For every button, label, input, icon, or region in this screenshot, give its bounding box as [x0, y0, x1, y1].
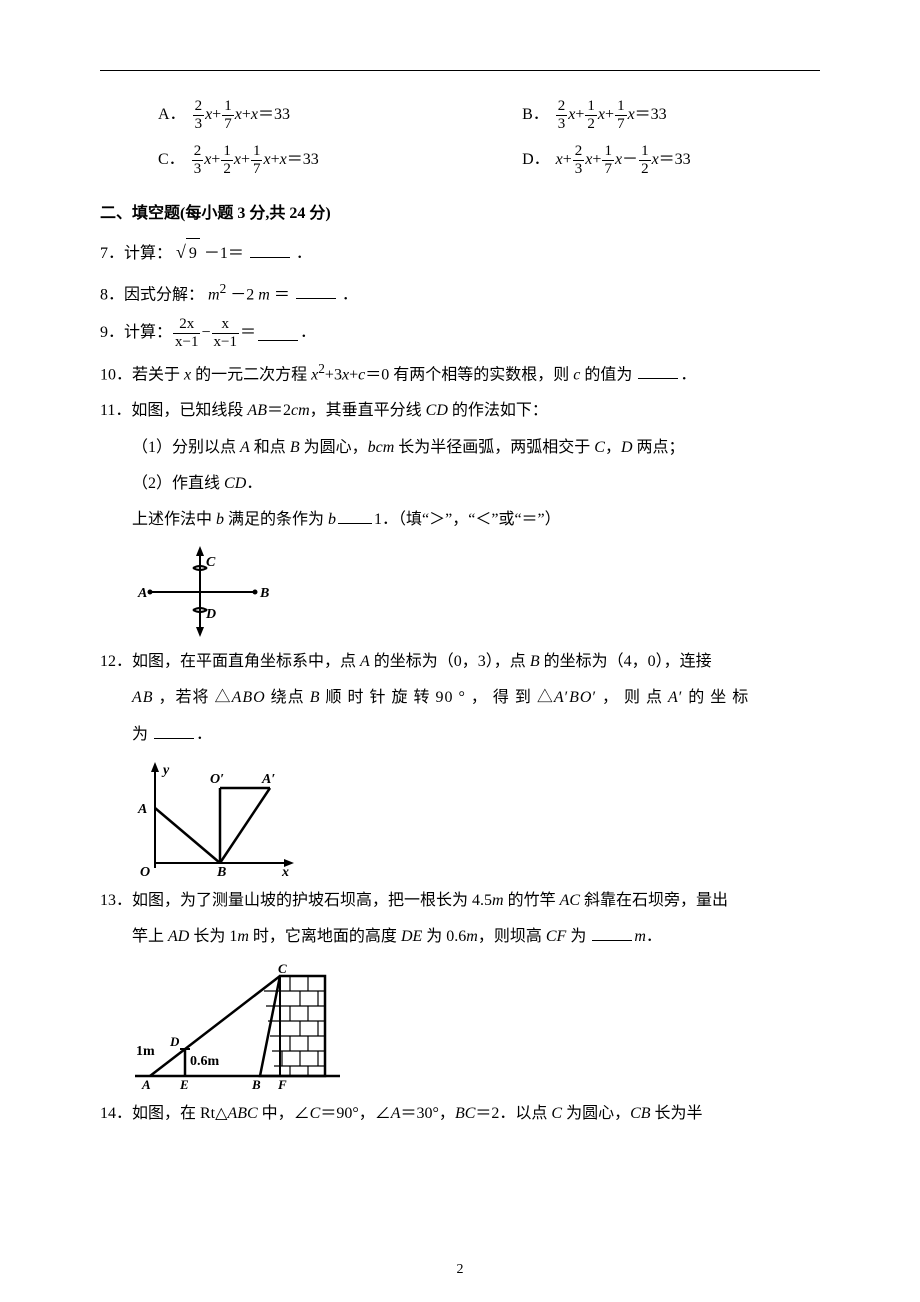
option-letter: B． — [522, 100, 549, 130]
svg-text:F: F — [277, 1077, 287, 1091]
option-letter: A． — [158, 100, 186, 130]
option-d: D． x+ 23 x+ 17 x－ 12 x＝33 — [522, 144, 820, 177]
question-11-step1: （1）分别以点 A 和点 B 为圆心，bcm 长为半径画弧，两弧相交于 C，D … — [100, 433, 820, 463]
svg-text:y: y — [161, 763, 170, 778]
figure-q13: 1m 0.6m A E D C B F — [130, 961, 820, 1091]
q9-label: 9．计算： — [100, 318, 172, 348]
svg-text:O: O — [140, 865, 150, 878]
svg-text:C: C — [206, 555, 216, 570]
question-11-line3: 上述作法中 b 满足的条作为 b1．（填“＞”，“＜”或“＝”） — [100, 505, 820, 535]
blank — [338, 509, 372, 524]
option-letter: D． — [522, 145, 550, 175]
figure-q12: y x O A B O′ A′ — [130, 758, 820, 878]
option-b: B． 23 x+ 12 x+ 17 x＝33 — [522, 99, 820, 132]
option-letter: C． — [158, 145, 185, 175]
blank — [250, 243, 290, 258]
svg-text:B: B — [251, 1077, 261, 1091]
question-13-line1: 13．如图，为了测量山坡的护坡石坝高，把一根长为 4.5m 的竹竿 AC 斜靠在… — [100, 886, 820, 916]
svg-text:O′: O′ — [210, 772, 224, 787]
svg-text:D: D — [205, 607, 216, 622]
question-9: 9．计算： 2xx−1 − xx−1 ＝ ． — [100, 317, 820, 350]
svg-text:D: D — [169, 1034, 180, 1049]
question-12-line3: 为 ． — [100, 720, 820, 750]
svg-text:A′: A′ — [261, 772, 275, 787]
page: A． 23 x+ 17 x+x＝33 B． 23 x+ 12 x+ 17 x＝3… — [0, 0, 920, 1302]
svg-text:A: A — [141, 1077, 151, 1091]
question-12-line2: AB ，若将 △ABO 绕点 B 顺 时 针 旋 转 90 ° ， 得 到 △A… — [100, 683, 820, 713]
question-13-line2: 竿上 AD 长为 1m 时，它离地面的高度 DE 为 0.6m，则坝高 CF 为… — [100, 922, 820, 952]
svg-text:0.6m: 0.6m — [190, 1054, 220, 1069]
svg-text:C: C — [278, 961, 287, 976]
q8-label: 8．因式分解： — [100, 286, 204, 303]
option-c: C． 23 x+ 12 x+ 17 x+x＝33 — [158, 144, 522, 177]
question-8: 8．因式分解： m2 －2 m ＝ ． — [100, 276, 820, 311]
options-row-2: C． 23 x+ 12 x+ 17 x+x＝33 D． x+ 23 x+ 17 … — [100, 144, 820, 189]
blank — [296, 284, 336, 299]
figure-q11: A B C D — [130, 544, 820, 639]
question-11: 11．如图，已知线段 AB＝2cm，其垂直平分线 CD 的作法如下： — [100, 396, 820, 426]
svg-text:B: B — [216, 865, 226, 878]
blank — [592, 926, 632, 941]
blank — [154, 723, 194, 738]
svg-text:1m: 1m — [136, 1044, 155, 1059]
question-7: 7．计算： √9 －1＝ ． — [100, 235, 820, 269]
svg-text:x: x — [281, 865, 289, 878]
question-11-step2: （2）作直线 CD． — [100, 469, 820, 499]
svg-text:A: A — [137, 802, 147, 817]
blank — [258, 325, 298, 340]
svg-text:E: E — [179, 1077, 189, 1091]
question-14: 14．如图，在 Rt△ABC 中，∠C＝90°，∠A＝30°，BC＝2．以点 C… — [100, 1099, 820, 1129]
blank — [638, 363, 678, 378]
svg-text:A: A — [137, 586, 147, 601]
question-12-line1: 12．如图，在平面直角坐标系中，点 A 的坐标为（0，3），点 B 的坐标为（4… — [100, 647, 820, 677]
svg-text:B: B — [259, 586, 269, 601]
options-row-1: A． 23 x+ 17 x+x＝33 B． 23 x+ 12 x+ 17 x＝3… — [100, 99, 820, 144]
page-number: 2 — [0, 1257, 920, 1284]
q7-label: 7．计算： — [100, 245, 172, 262]
top-rule — [100, 70, 820, 71]
question-10: 10．若关于 x 的一元二次方程 x2+3x+c＝0 有两个相等的实数根，则 c… — [100, 356, 820, 391]
option-a: A． 23 x+ 17 x+x＝33 — [158, 99, 522, 132]
section-2-title: 二、填空题(每小题 3 分,共 24 分) — [100, 199, 820, 229]
